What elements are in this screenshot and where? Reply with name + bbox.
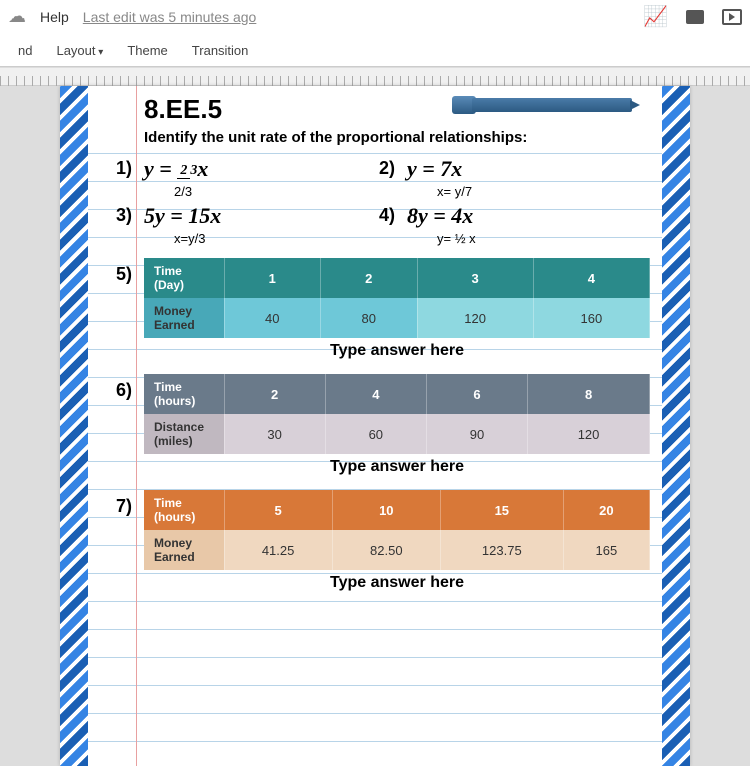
row-label: Distance (miles) — [144, 414, 224, 454]
row-label: Money Earned — [144, 530, 224, 570]
table-data-row: Distance (miles) 30 60 90 120 — [144, 414, 650, 454]
row-label: Money Earned — [144, 298, 224, 338]
header-cell: 4 — [325, 374, 426, 414]
eq-expression: y = 23x — [144, 156, 208, 181]
header-label: Time (hours) — [144, 374, 224, 414]
header-cell: 20 — [563, 490, 649, 530]
nd-item[interactable]: nd — [8, 39, 42, 62]
notebook-paper: 8.EE.5 Identify the unit rate of the pro… — [88, 86, 662, 766]
border-chevron-left — [60, 86, 88, 766]
data-cell: 165 — [563, 530, 649, 570]
instruction-text: Identify the unit rate of the proportion… — [144, 129, 650, 146]
header-label: Time (Day) — [144, 258, 224, 298]
header-cell: 2 — [224, 374, 325, 414]
app-topbar: ☁ Help Last edit was 5 minutes ago 📈 nd … — [0, 0, 750, 68]
header-cell: 6 — [426, 374, 527, 414]
data-cell: 82.50 — [332, 530, 440, 570]
table-header-row: Time (Day) 1 2 3 4 — [144, 258, 650, 298]
data-cell: 40 — [224, 298, 321, 338]
header-label: Time (hours) — [144, 490, 224, 530]
slideshow-icon[interactable] — [722, 9, 742, 25]
eq-answer[interactable]: x= y/7 — [437, 184, 650, 199]
eq-number: 1) — [116, 158, 132, 179]
answer-input-5[interactable]: Type answer here — [144, 338, 650, 368]
table-5-block: 5) Time (Day) 1 2 3 4 Money Earned 40 — [144, 258, 650, 368]
topbar-right-icons: 📈 — [643, 4, 742, 29]
header-cell: 5 — [224, 490, 332, 530]
eq-answer[interactable]: y= ½ x — [437, 231, 650, 246]
pen-graphic — [452, 94, 632, 116]
transition-button[interactable]: Transition — [182, 39, 259, 62]
table-6: Time (hours) 2 4 6 8 Distance (miles) 30… — [144, 374, 650, 454]
data-cell: 60 — [325, 414, 426, 454]
theme-button[interactable]: Theme — [117, 39, 177, 62]
border-chevron-right — [662, 86, 690, 766]
eq-expression: y = 7x — [407, 156, 462, 181]
layout-dropdown[interactable]: Layout — [46, 39, 113, 62]
table-header-row: Time (hours) 5 10 15 20 — [144, 490, 650, 530]
slide-canvas[interactable]: 8.EE.5 Identify the unit rate of the pro… — [60, 86, 690, 766]
header-cell: 2 — [321, 258, 418, 298]
answer-input-7[interactable]: Type answer here — [144, 570, 650, 600]
header-cell: 8 — [528, 374, 650, 414]
data-cell: 120 — [528, 414, 650, 454]
equation-3: 3) 5y = 15x x=y/3 — [144, 203, 387, 246]
cloud-icon: ☁ — [8, 6, 26, 27]
data-cell: 30 — [224, 414, 325, 454]
last-edit-link[interactable]: Last edit was 5 minutes ago — [83, 9, 257, 25]
header-cell: 10 — [332, 490, 440, 530]
header-cell: 4 — [533, 258, 649, 298]
menubar-row: ☁ Help Last edit was 5 minutes ago 📈 — [0, 4, 750, 35]
header-cell: 1 — [224, 258, 321, 298]
table-number: 7) — [116, 496, 132, 517]
data-cell: 160 — [533, 298, 649, 338]
eq-number: 4) — [379, 205, 395, 226]
equation-4: 4) 8y = 4x y= ½ x — [407, 203, 650, 246]
table-data-row: Money Earned 41.25 82.50 123.75 165 — [144, 530, 650, 570]
eq-expression: 8y = 4x — [407, 203, 473, 228]
table-5: Time (Day) 1 2 3 4 Money Earned 40 80 12… — [144, 258, 650, 338]
eq-answer[interactable]: x=y/3 — [174, 231, 387, 246]
trend-icon[interactable]: 📈 — [643, 4, 668, 29]
data-cell: 123.75 — [440, 530, 563, 570]
table-number: 5) — [116, 264, 132, 285]
slide-content: 8.EE.5 Identify the unit rate of the pro… — [88, 86, 662, 614]
table-7-block: 7) Time (hours) 5 10 15 20 Money Earned … — [144, 490, 650, 600]
answer-input-6[interactable]: Type answer here — [144, 454, 650, 484]
help-menu[interactable]: Help — [34, 7, 75, 27]
table-data-row: Money Earned 40 80 120 160 — [144, 298, 650, 338]
eq-number: 3) — [116, 205, 132, 226]
table-header-row: Time (hours) 2 4 6 8 — [144, 374, 650, 414]
equations-grid: 1) y = 23x 2/3 2) y = 7x x= y/7 3) 5y = … — [144, 156, 650, 246]
data-cell: 120 — [417, 298, 533, 338]
eq-number: 2) — [379, 158, 395, 179]
eq-expression: 5y = 15x — [144, 203, 221, 228]
present-icon[interactable] — [686, 10, 704, 24]
table-number: 6) — [116, 380, 132, 401]
toolbar: nd Layout Theme Transition — [0, 35, 750, 67]
header-cell: 3 — [417, 258, 533, 298]
table-7: Time (hours) 5 10 15 20 Money Earned 41.… — [144, 490, 650, 570]
data-cell: 90 — [426, 414, 527, 454]
data-cell: 80 — [321, 298, 418, 338]
header-cell: 15 — [440, 490, 563, 530]
slide-canvas-wrap: 8.EE.5 Identify the unit rate of the pro… — [0, 86, 750, 766]
table-6-block: 6) Time (hours) 2 4 6 8 Distance (miles)… — [144, 374, 650, 484]
horizontal-ruler — [0, 68, 750, 86]
eq-answer[interactable]: 2/3 — [174, 184, 387, 199]
equation-2: 2) y = 7x x= y/7 — [407, 156, 650, 199]
data-cell: 41.25 — [224, 530, 332, 570]
equation-1: 1) y = 23x 2/3 — [144, 156, 387, 199]
